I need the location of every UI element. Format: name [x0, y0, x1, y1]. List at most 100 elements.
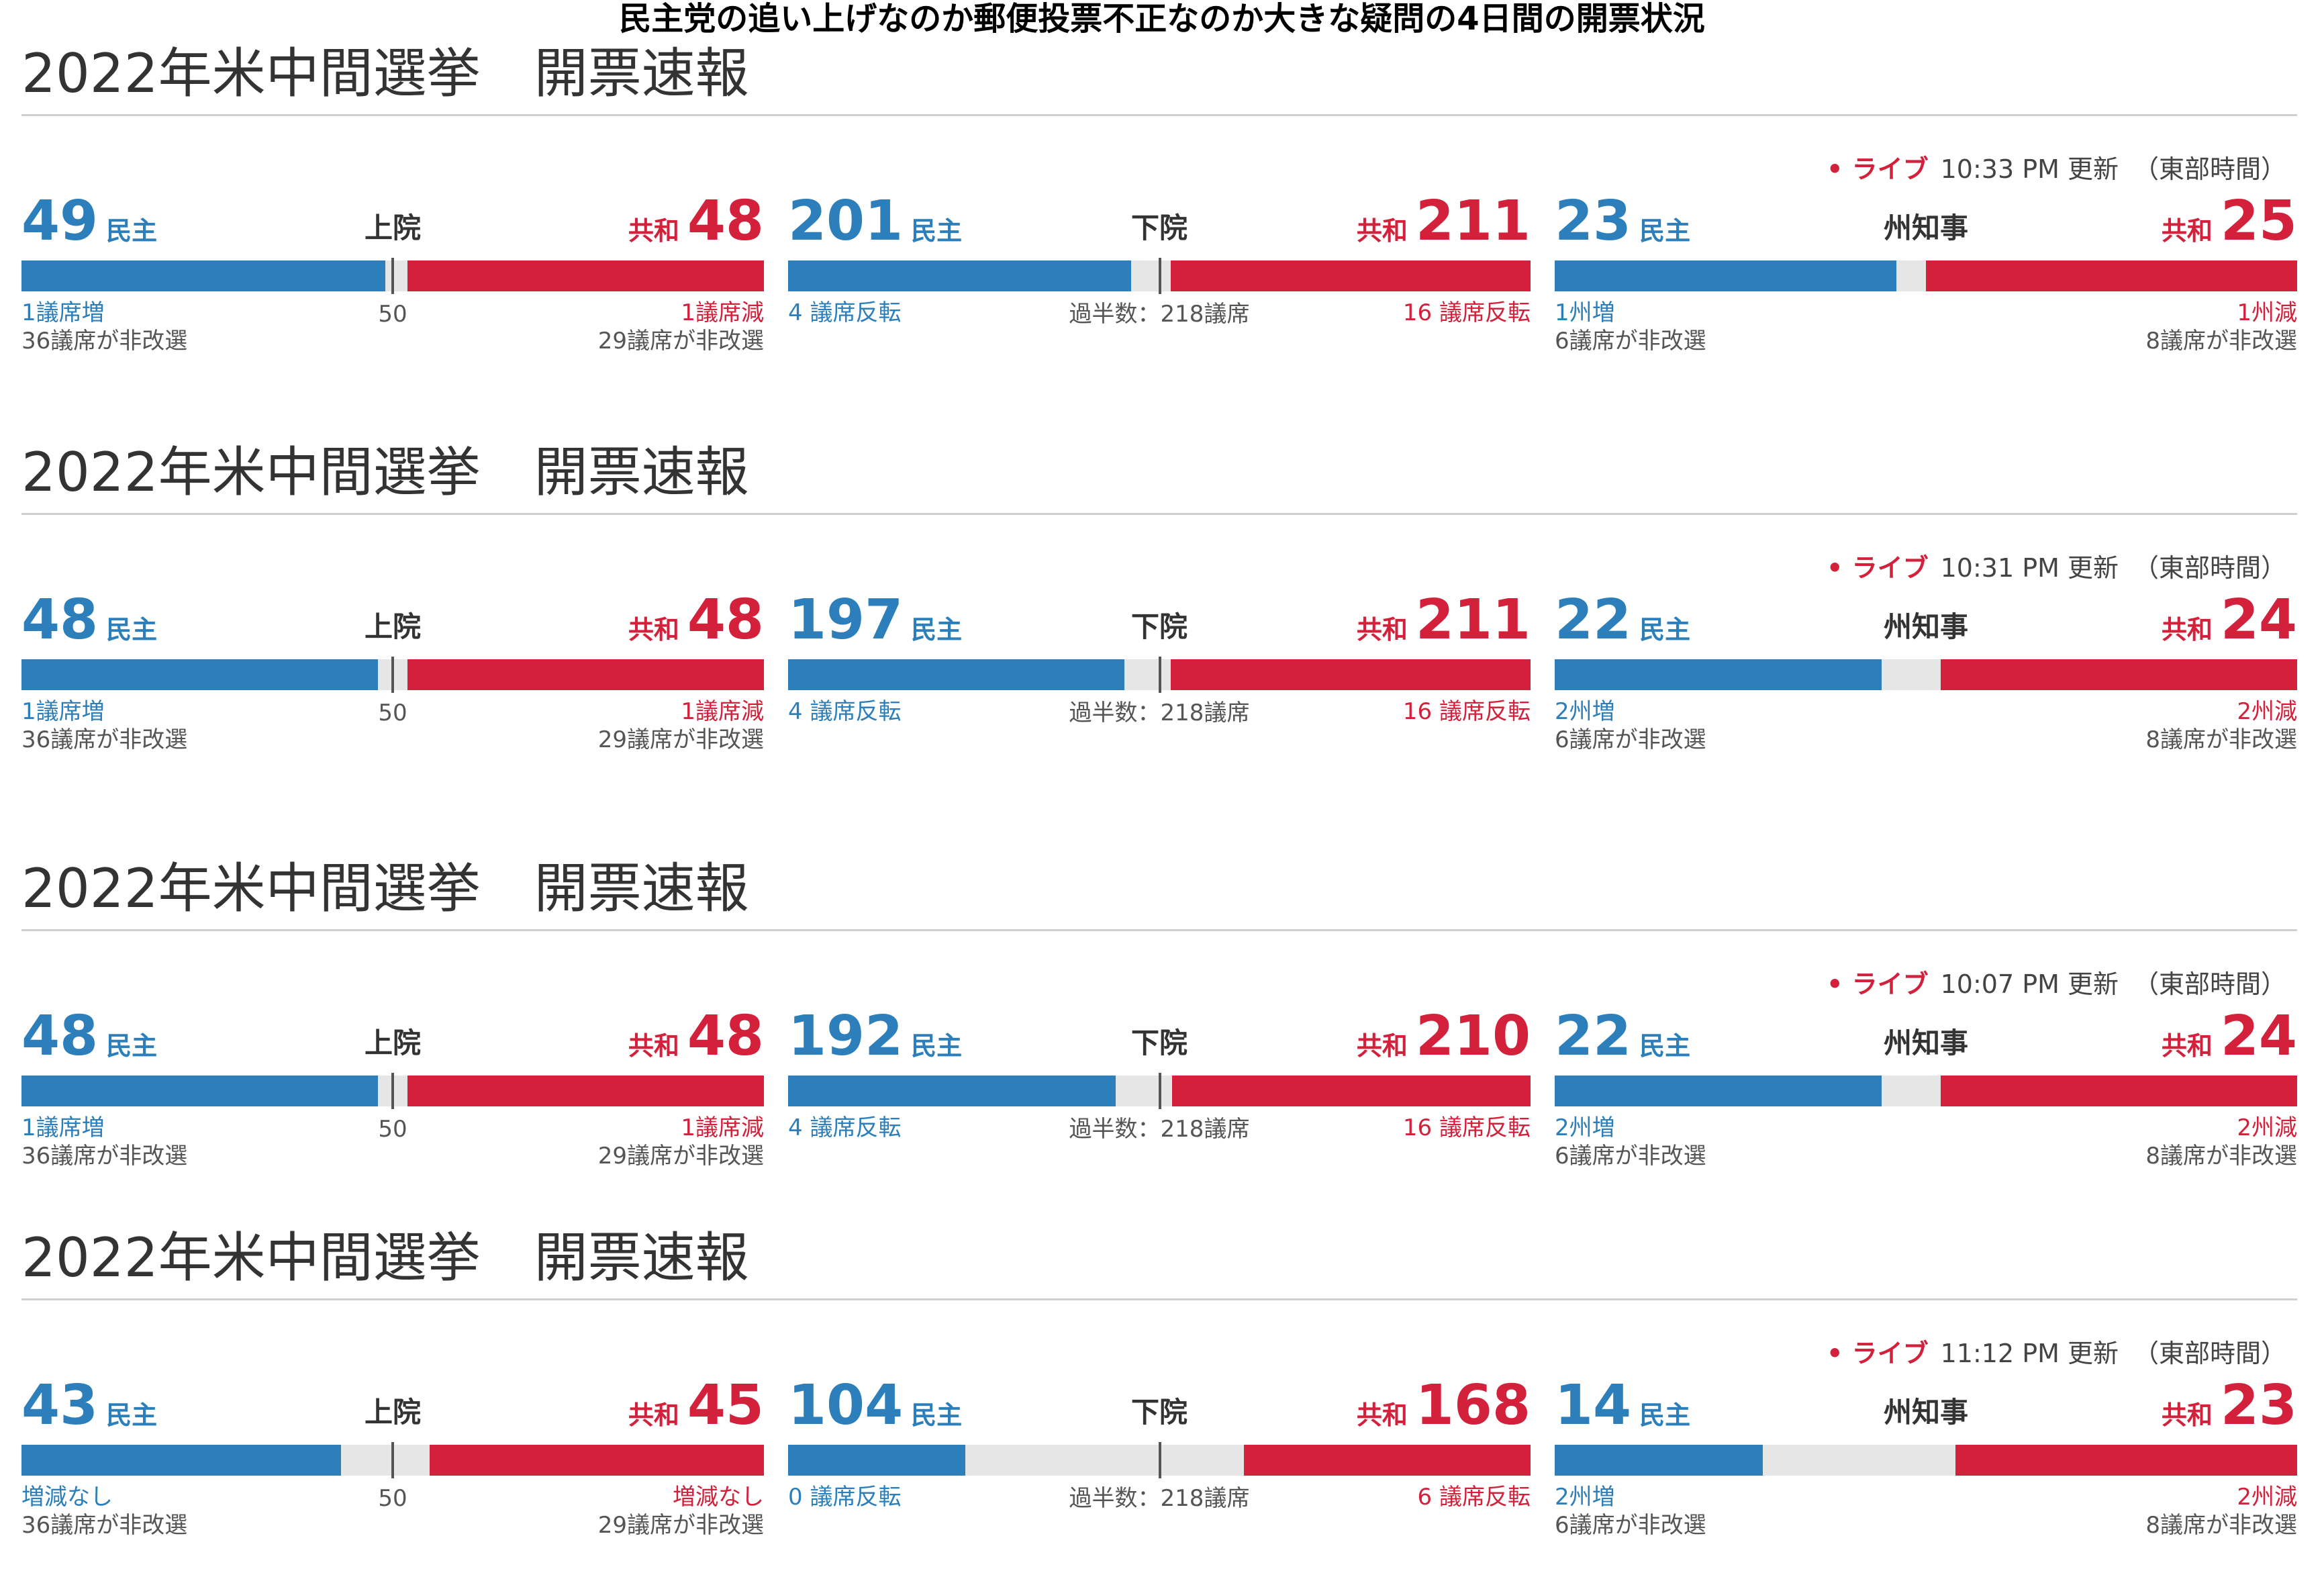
- updated-time: 10:07 PM 更新: [1940, 969, 2119, 999]
- dem-party-label: 民主: [911, 615, 963, 645]
- rep-seat-count: 共和 45: [628, 1372, 764, 1439]
- majority-marker: [1159, 1073, 1162, 1109]
- chamber-label: 州知事: [1883, 211, 1968, 244]
- dem-party-label: 民主: [911, 1031, 963, 1061]
- dem-change-note: 増減なし: [21, 1484, 113, 1511]
- dem-value-label: 22: [1555, 588, 1632, 652]
- majority-label: 50: [378, 700, 407, 726]
- results-section: 2022年米中間選挙 開票速報 • ライブ 11:12 PM 更新 （東部時間） 上院 4…: [21, 1212, 2297, 1575]
- section-title: 2022年米中間選挙 開票速報: [21, 1227, 749, 1289]
- seat-bar: [21, 657, 764, 693]
- race-panel: 上院 49 民主 共和 48 1議席増 36議席が非改選 1議席減 29議席が非改選 50: [21, 188, 764, 389]
- dem-change-note: 2州増: [1555, 1484, 1615, 1511]
- dem-change-note: 2州増: [1555, 1114, 1615, 1141]
- timezone-label: （東部時間）: [2133, 1339, 2286, 1368]
- race-panel: 下院 197 民主 共和 211 4 議席反転 16 議席反転 過半数：218議席: [788, 587, 1531, 788]
- dem-party-label: 民主: [911, 1400, 963, 1430]
- dem-value-label: 192: [788, 1004, 904, 1068]
- rep-value-label: 25: [2220, 189, 2297, 253]
- rep-bar: [1955, 1445, 2297, 1476]
- dem-change-note: 1議席増: [21, 1114, 105, 1141]
- seat-bar: [1555, 1076, 2297, 1106]
- dem-not-up-note: 6議席が非改選: [1555, 328, 1706, 354]
- section-divider: [21, 1298, 2297, 1300]
- dem-seat-count: 192 民主: [788, 1003, 962, 1070]
- rep-change-note: 16 議席反転: [1402, 299, 1531, 326]
- dem-seat-count: 48 民主: [21, 1003, 157, 1070]
- rep-change-note: 1州減: [2237, 299, 2297, 326]
- dem-seat-count: 23 民主: [1555, 188, 1690, 255]
- dem-bar: [1555, 260, 1896, 291]
- rep-seat-count: 共和 210: [1357, 1003, 1531, 1070]
- rep-change-note: 1議席減: [681, 698, 764, 725]
- dem-seat-count: 22 民主: [1555, 587, 1690, 654]
- rep-value-label: 210: [1415, 1004, 1531, 1068]
- live-label: ライブ: [1851, 1339, 1929, 1368]
- rep-seat-count: 共和 168: [1357, 1372, 1531, 1439]
- seat-bar: [21, 1442, 764, 1478]
- dem-bar: [788, 1076, 1116, 1106]
- live-label: ライブ: [1851, 969, 1929, 999]
- rep-bar: [407, 260, 764, 291]
- race-panel: 上院 48 民主 共和 48 1議席増 36議席が非改選 1議席減 29議席が非改選 50: [21, 1003, 764, 1204]
- rep-not-up-note: 29議席が非改選: [597, 726, 764, 753]
- dem-seat-count: 201 民主: [788, 188, 962, 255]
- results-section: 2022年米中間選挙 開票速報 • ライブ 10:31 PM 更新 （東部時間） 上院 4…: [21, 427, 2297, 790]
- majority-marker: [391, 1442, 394, 1478]
- seat-bar: [21, 1073, 764, 1109]
- results-section: 2022年米中間選挙 開票速報 • ライブ 10:33 PM 更新 （東部時間） 上院 4…: [21, 28, 2297, 391]
- live-update-status: • ライブ 10:07 PM 更新 （東部時間）: [1827, 964, 2286, 1004]
- majority-label: 過半数：218議席: [1069, 1116, 1250, 1143]
- race-panel: 州知事 23 民主 共和 25 1州増 6議席が非改選 1州減 8議席が非改選: [1555, 188, 2297, 389]
- seat-bar: [788, 1442, 1531, 1478]
- dem-seat-count: 48 民主: [21, 587, 157, 654]
- live-dot-icon: •: [1827, 154, 1852, 184]
- rep-not-up-note: 29議席が非改選: [597, 328, 764, 354]
- rep-party-label: 共和: [1356, 216, 1408, 246]
- rep-party-label: 共和: [1356, 1031, 1408, 1061]
- dem-value-label: 48: [21, 588, 99, 652]
- dem-seat-count: 49 民主: [21, 188, 157, 255]
- dem-not-up-note: 6議席が非改選: [1555, 726, 1706, 753]
- dem-not-up-note: 6議席が非改選: [1555, 1512, 1706, 1539]
- rep-party-label: 共和: [628, 1400, 679, 1430]
- dem-party-label: 民主: [106, 1031, 158, 1061]
- rep-value-label: 45: [687, 1374, 764, 1437]
- rep-value-label: 168: [1415, 1374, 1531, 1437]
- majority-marker: [391, 1073, 394, 1109]
- rep-bar: [407, 1076, 764, 1106]
- rep-value-label: 48: [687, 1004, 764, 1068]
- seat-bar: [1555, 260, 2297, 291]
- rep-bar: [1170, 260, 1531, 291]
- dem-seat-count: 43 民主: [21, 1372, 157, 1439]
- chamber-label: 州知事: [1883, 1396, 1968, 1429]
- rep-party-label: 共和: [2161, 1400, 2213, 1430]
- rep-party-label: 共和: [1356, 1400, 1408, 1430]
- dem-bar: [21, 659, 378, 690]
- chamber-label: 上院: [364, 211, 421, 244]
- rep-change-note: 1議席減: [681, 299, 764, 326]
- dem-party-label: 民主: [911, 216, 963, 246]
- rep-value-label: 48: [687, 588, 764, 652]
- dem-value-label: 48: [21, 1004, 99, 1068]
- dem-value-label: 43: [21, 1374, 99, 1437]
- rep-seat-count: 共和 48: [628, 188, 764, 255]
- dem-change-note: 1州増: [1555, 299, 1615, 326]
- dem-change-note: 4 議席反転: [788, 1114, 902, 1141]
- dem-bar: [1555, 1076, 1882, 1106]
- chamber-label: 上院: [364, 1396, 421, 1429]
- chamber-label: 上院: [364, 1027, 421, 1059]
- rep-change-note: 2州減: [2237, 698, 2297, 725]
- live-update-status: • ライブ 10:31 PM 更新 （東部時間）: [1827, 548, 2286, 588]
- rep-party-label: 共和: [628, 1031, 679, 1061]
- chamber-label: 下院: [1130, 211, 1188, 244]
- rep-bar: [1243, 1445, 1531, 1476]
- rep-party-label: 共和: [628, 216, 679, 246]
- dem-party-label: 民主: [1639, 615, 1691, 645]
- majority-label: 過半数：218議席: [1069, 1485, 1250, 1512]
- rep-party-label: 共和: [2161, 615, 2213, 645]
- majority-marker: [391, 258, 394, 294]
- dem-value-label: 22: [1555, 1004, 1632, 1068]
- dem-party-label: 民主: [1639, 216, 1691, 246]
- section-title: 2022年米中間選挙 開票速報: [21, 441, 749, 504]
